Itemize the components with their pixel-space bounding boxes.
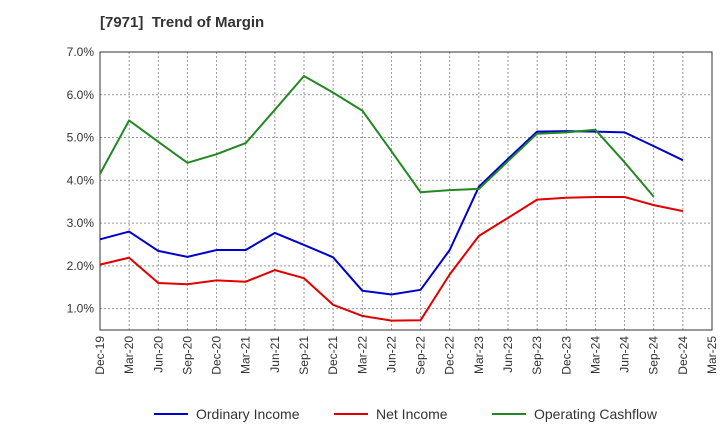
x-tick-label: Mar-21: [239, 336, 253, 374]
x-tick-label: Dec-20: [210, 336, 224, 375]
x-tick-label: Jun-22: [384, 336, 398, 373]
x-tick-label: Mar-25: [705, 336, 719, 374]
x-tick-label: Dec-19: [93, 336, 107, 375]
x-tick-label: Jun-23: [501, 336, 515, 373]
x-tick-label: Sep-21: [297, 336, 311, 375]
y-tick-label: 1.0%: [67, 302, 95, 316]
x-tick-label: Jun-20: [151, 336, 165, 373]
y-tick-label: 7.0%: [67, 45, 95, 59]
x-tick-label: Jun-24: [618, 336, 632, 373]
x-tick-label: Sep-24: [647, 336, 661, 375]
x-tick-label: Dec-22: [443, 336, 457, 375]
chart-title: [7971] Trend of Margin: [100, 14, 265, 31]
series-line-operating-cashflow: [99, 75, 655, 198]
x-tick-label: Mar-22: [355, 336, 369, 374]
y-tick-label: 3.0%: [67, 216, 95, 230]
x-tick-label: Sep-20: [180, 336, 194, 375]
y-tick-label: 5.0%: [67, 131, 95, 145]
x-tick-label: Dec-21: [326, 336, 340, 375]
legend-label: Ordinary Income: [196, 406, 300, 422]
x-tick-label: Sep-22: [414, 336, 428, 375]
x-tick-label: Mar-20: [122, 336, 136, 374]
legend-label: Operating Cashflow: [534, 406, 658, 422]
y-tick-label: 6.0%: [67, 88, 95, 102]
y-tick-label: 2.0%: [67, 259, 95, 273]
x-tick-label: Sep-23: [530, 336, 544, 375]
x-tick-label: Jun-21: [268, 336, 282, 373]
x-tick-label: Mar-24: [588, 336, 602, 374]
x-tick-label: Mar-23: [472, 336, 486, 374]
y-tick-label: 4.0%: [67, 173, 95, 187]
legend-label: Net Income: [376, 406, 448, 422]
x-tick-label: Dec-24: [676, 336, 690, 375]
x-tick-label: Dec-23: [559, 336, 573, 375]
plot-frame: [99, 51, 713, 331]
series-line-net-income: [99, 196, 684, 322]
